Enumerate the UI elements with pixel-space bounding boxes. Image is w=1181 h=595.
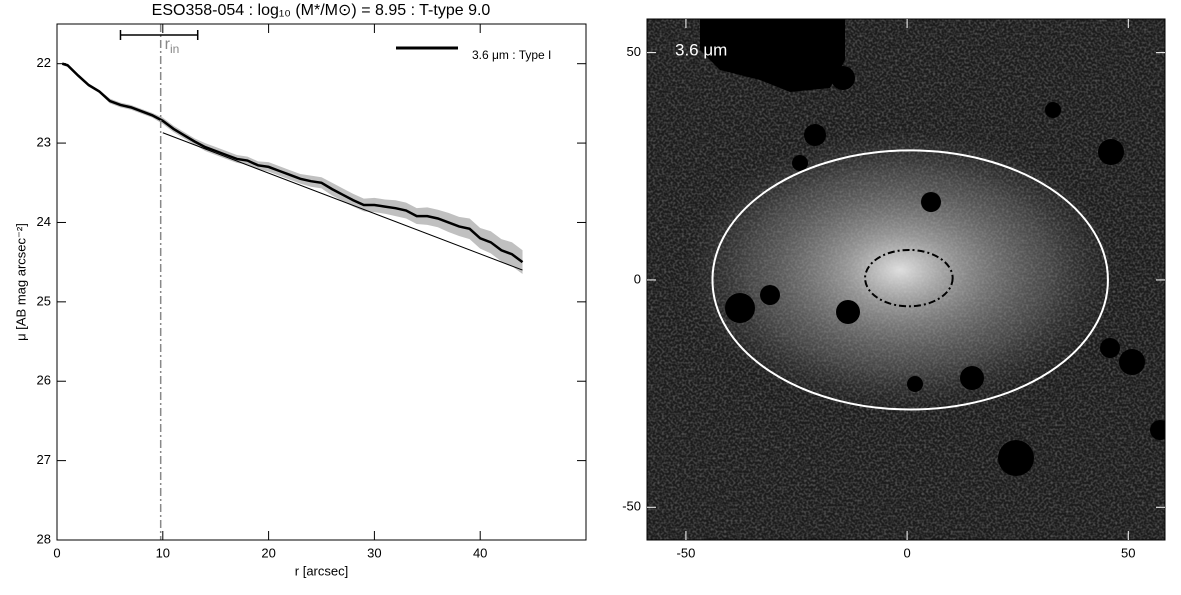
y-tick-label: 22 <box>37 55 51 70</box>
r-in-label-main: r <box>165 36 171 53</box>
y-tick-label: 25 <box>37 293 51 308</box>
y-tick-label: 27 <box>37 452 51 467</box>
r-in-label: rin <box>165 36 180 56</box>
image <box>647 19 1165 540</box>
x-tick-label: 0 <box>53 545 60 560</box>
error-band <box>62 62 523 275</box>
y-tick-label: 50 <box>627 44 641 59</box>
chart-title: ESO358-054 : log₁₀ (M*/M⊙) = 8.95 : T-ty… <box>152 2 491 19</box>
mask <box>700 19 845 92</box>
y-tick-label: 24 <box>37 214 51 229</box>
x-tick-label: 20 <box>261 545 275 560</box>
y-axis-label: μ [AB mag arcsec⁻²] <box>13 223 28 341</box>
x-tick-label: -50 <box>677 545 696 560</box>
x-tick-label: 50 <box>1121 545 1135 560</box>
aperture-ellipse <box>864 248 954 308</box>
aperture-ellipse <box>711 149 1109 411</box>
plot-frame <box>56 23 587 541</box>
band-label: 3.6 μm <box>675 40 727 59</box>
x-tick-label: 40 <box>473 545 487 560</box>
x-tick-label: 0 <box>903 545 910 560</box>
y-tick-label: 0 <box>634 271 641 286</box>
masks <box>725 66 1165 476</box>
y-tick-label: 26 <box>37 373 51 388</box>
y-tick-label: 23 <box>37 135 51 150</box>
x-tick-label: 30 <box>367 545 381 560</box>
x-axis-label: r [arcsec] <box>295 563 348 578</box>
profile-line <box>61 62 524 264</box>
y-tick-label: -50 <box>622 499 641 514</box>
galaxy-glow <box>685 130 1115 410</box>
r-in-label-sub: in <box>170 42 179 56</box>
fit-line <box>162 132 523 271</box>
y-tick-label: 28 <box>37 531 51 546</box>
legend-label: 3.6 μm : Type I <box>472 48 551 62</box>
x-tick-label: 10 <box>156 545 170 560</box>
